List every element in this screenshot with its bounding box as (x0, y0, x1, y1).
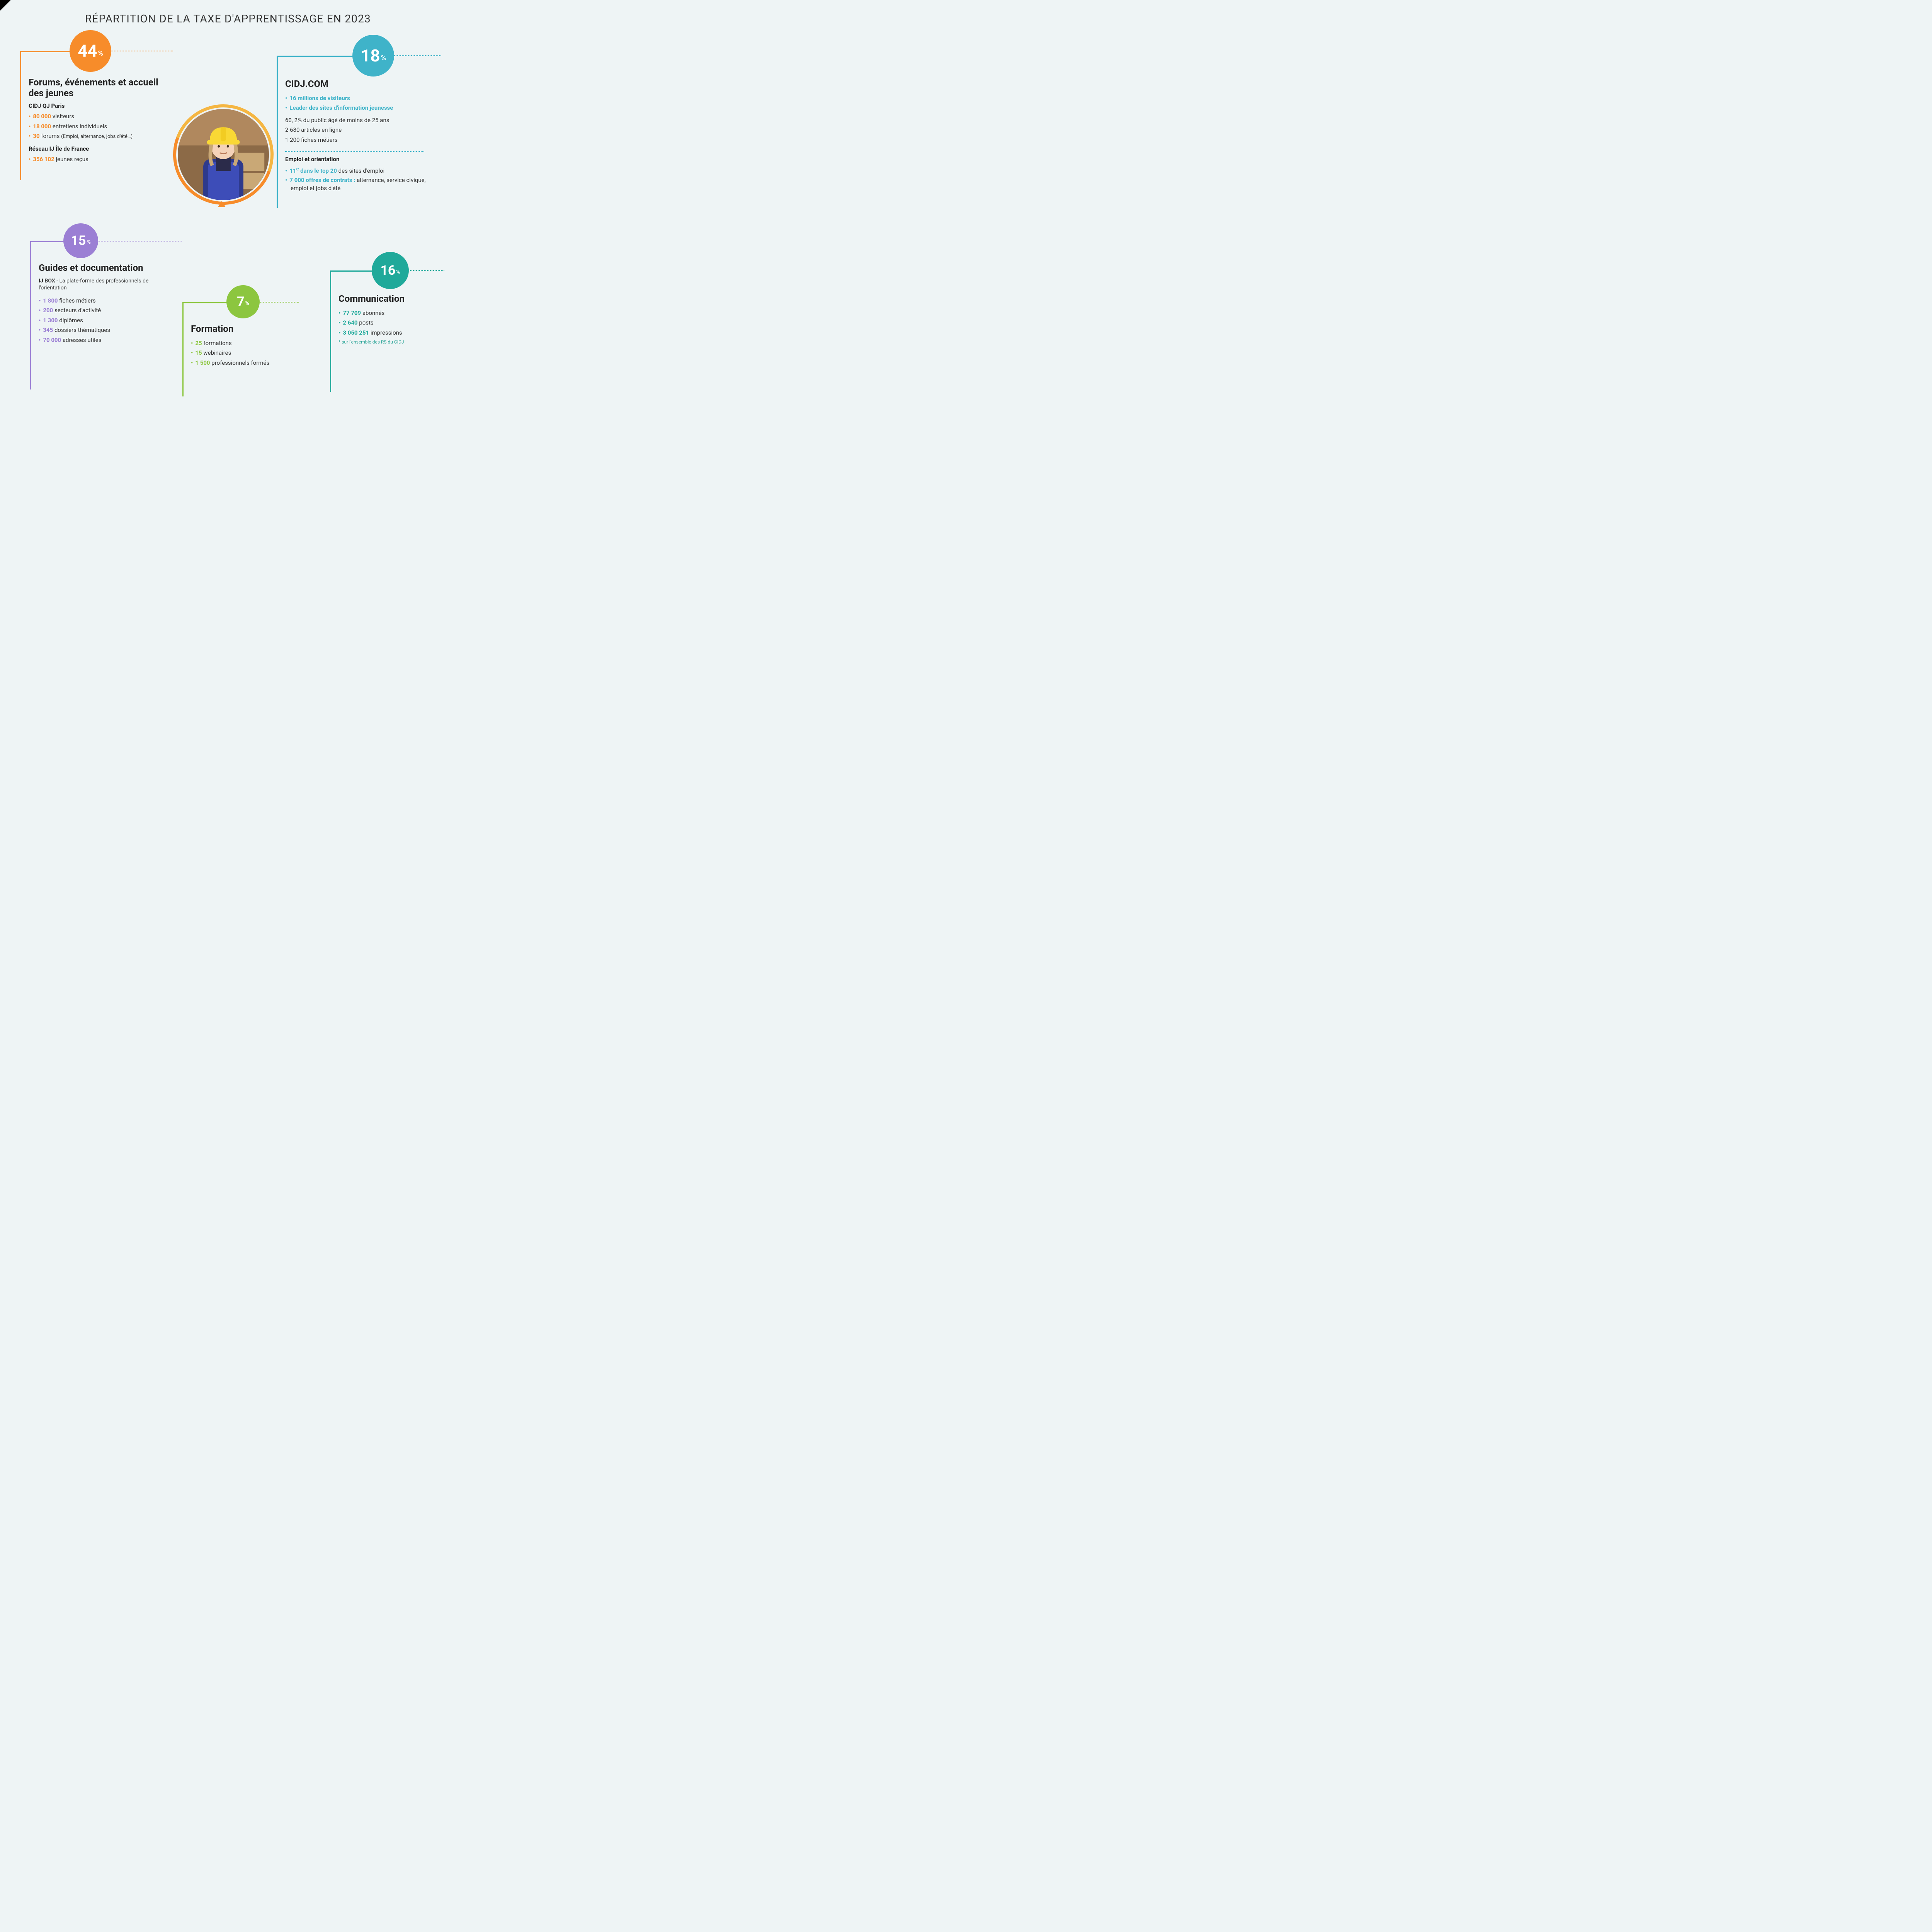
percent-bubble-cidj: 18 % (352, 35, 394, 77)
list-item: •2 640 posts (338, 318, 442, 328)
percent-value: 15 (71, 234, 86, 247)
corner-notch (0, 0, 11, 11)
list-item: •30 forums (Emploi, alternance, jobs d'é… (29, 131, 170, 141)
card-forums: 44 % Forums, événements et accueil des j… (20, 37, 170, 180)
percent-bubble-guides: 15 % (63, 223, 98, 258)
card-footnote: * sur l'ensemble des RS du CIDJ (338, 339, 442, 345)
list-item: •15 webinaires (191, 348, 298, 358)
percent-bubble-formation: 7 % (226, 285, 260, 318)
list-item: •3 050 251 impressions (338, 328, 442, 338)
percent-sign: % (245, 300, 249, 306)
list-item: •70 000 adresses utiles (39, 335, 170, 345)
worker-illustration (178, 109, 269, 200)
bracket-dotted (393, 55, 441, 56)
list-item: 2 680 articles en ligne (285, 125, 439, 135)
list-item: •345 dossiers thématiques (39, 325, 170, 335)
list-item: •18 000 entretiens individuels (29, 122, 170, 132)
list-item: •1 500 professionnels formés (191, 358, 298, 368)
card-list: •77 709 abonnés •2 640 posts •3 050 251 … (338, 308, 442, 338)
percent-value: 44 (78, 43, 97, 60)
card-stats: 60, 2% du public âgé de moins de 25 ans … (285, 116, 439, 145)
bracket-left (20, 51, 21, 180)
card-subtitle-2: Réseau IJ Île de France (29, 145, 170, 152)
card-list-1: •80 000 visiteurs •18 000 entretiens ind… (29, 112, 170, 141)
center-image (178, 109, 269, 200)
card-guides: 15 % Guides et documentation IJ BOX - La… (30, 227, 166, 389)
bracket-dotted (97, 241, 182, 242)
card-cidj: 18 % CIDJ.COM •16 millions de visiteurs … (277, 42, 439, 208)
percent-sign: % (98, 49, 103, 58)
bracket-left (30, 241, 31, 389)
list-item: •77 709 abonnés (338, 308, 442, 318)
list-item: •25 formations (191, 338, 298, 349)
card-title: Communication (338, 294, 442, 304)
card-title: CIDJ.COM (285, 79, 439, 90)
card-list: •1 800 fiches métiers •200 secteurs d'ac… (39, 296, 170, 345)
percent-bubble-forums: 44 % (70, 30, 111, 72)
bracket-left (182, 302, 184, 396)
card-title: Guides et documentation (39, 263, 170, 274)
center-ring-arrow (218, 201, 226, 207)
list-item: •1 800 fiches métiers (39, 296, 170, 306)
percent-value: 16 (380, 264, 395, 277)
list-item: •7 000 offres de contrats : alternance, … (285, 176, 439, 192)
bracket-left (277, 56, 278, 208)
card-communication: 16 % Communication •77 709 abonnés •2 64… (330, 257, 442, 392)
list-item: •16 millions de visiteurs (285, 94, 439, 104)
center-image-container (173, 104, 274, 205)
card-title: Forums, événements et accueil des jeunes (29, 77, 170, 99)
bracket-dotted (407, 270, 444, 271)
card-list: •25 formations •15 webinaires •1 500 pro… (191, 338, 298, 368)
card-subtitle: IJ BOX - La plate-forme des professionne… (39, 277, 155, 291)
card-formation: 7 % Formation •25 formations •15 webinai… (182, 288, 298, 396)
list-item: •1 300 diplômes (39, 316, 170, 326)
percent-value: 7 (237, 295, 245, 308)
percent-sign: % (87, 239, 90, 245)
divider-dotted (285, 151, 424, 152)
bracket-dotted (259, 302, 299, 303)
list-item: •Leader des sites d'information jeunesse (285, 103, 439, 113)
card-title: Formation (191, 324, 298, 335)
card-emploi-list: •11e dans le top 20 des sites d'emploi •… (285, 165, 439, 192)
list-item: 1 200 fiches métiers (285, 135, 439, 145)
card-subtitle-1: CIDJ QJ Paris (29, 102, 170, 109)
card-list-2: •356 102 jeunes reçus (29, 155, 170, 165)
list-item: •356 102 jeunes reçus (29, 155, 170, 165)
percent-sign: % (396, 269, 400, 275)
card-highlights: •16 millions de visiteurs •Leader des si… (285, 94, 439, 113)
page-title: RÉPARTITION DE LA TAXE D'APPRENTISSAGE E… (0, 12, 456, 25)
list-item: •11e dans le top 20 des sites d'emploi (285, 165, 439, 176)
list-item: •80 000 visiteurs (29, 112, 170, 122)
bracket-left (330, 270, 331, 392)
card-subtitle: Emploi et orientation (285, 156, 439, 163)
list-item: 60, 2% du public âgé de moins de 25 ans (285, 116, 439, 126)
percent-bubble-communication: 16 % (372, 252, 409, 289)
list-item: •200 secteurs d'activité (39, 306, 170, 316)
percent-value: 18 (361, 47, 380, 64)
percent-sign: % (381, 54, 386, 62)
